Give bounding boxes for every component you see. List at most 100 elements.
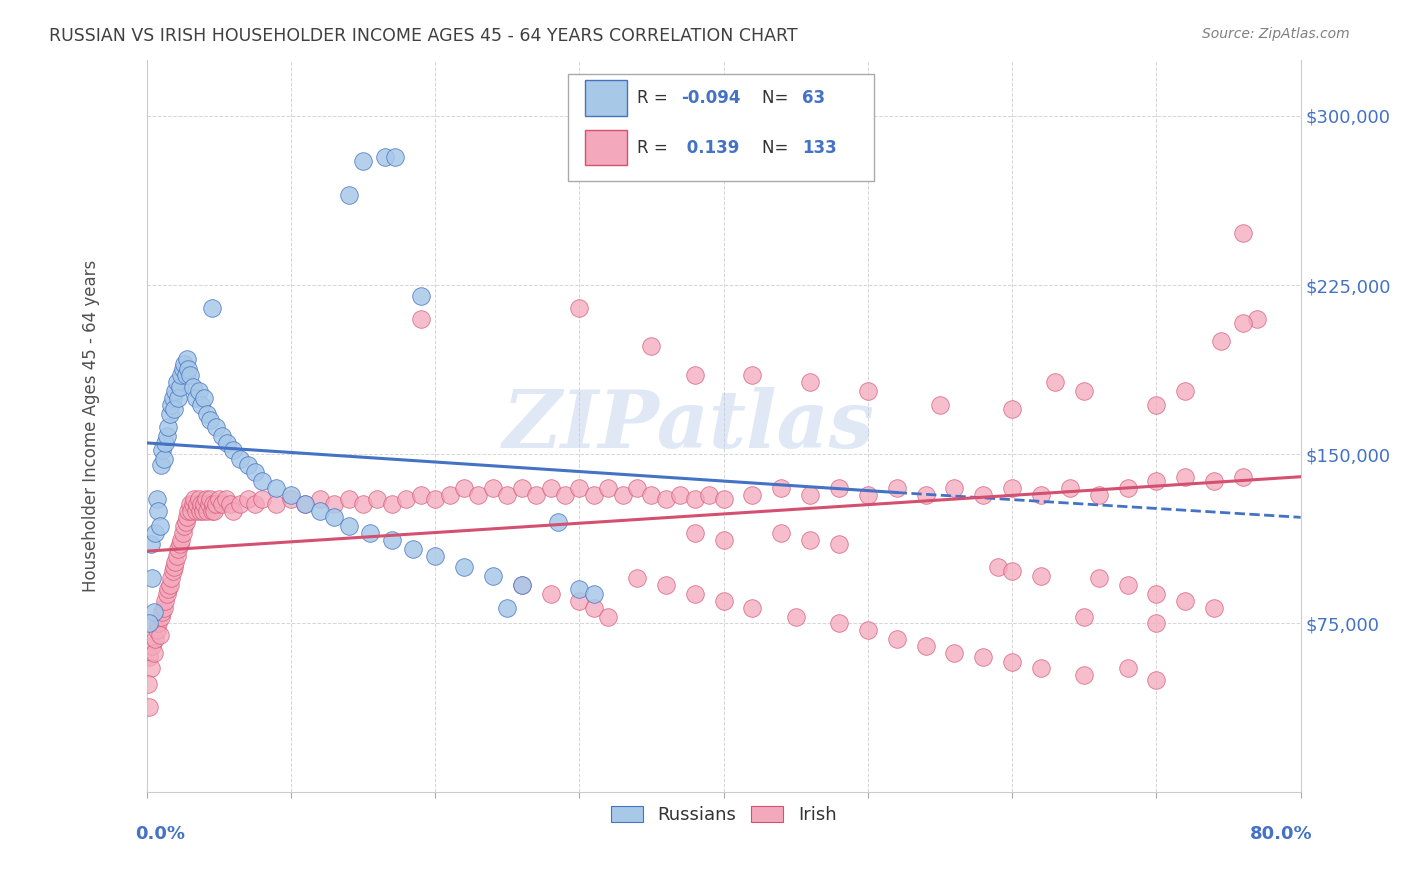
- Point: [1001, 565, 1024, 579]
- Point: [568, 582, 591, 597]
- Point: [1232, 317, 1254, 331]
- FancyBboxPatch shape: [585, 129, 627, 166]
- Point: [713, 533, 735, 547]
- Point: [145, 623, 167, 637]
- Point: [215, 492, 238, 507]
- Point: [1232, 226, 1254, 240]
- Point: [153, 451, 176, 466]
- Point: [187, 384, 209, 398]
- Point: [138, 650, 160, 665]
- Point: [510, 481, 533, 495]
- Point: [138, 616, 160, 631]
- Point: [243, 465, 266, 479]
- Point: [200, 503, 222, 517]
- Point: [568, 481, 591, 495]
- Point: [170, 533, 193, 547]
- Point: [482, 481, 505, 495]
- Point: [177, 361, 200, 376]
- Point: [266, 481, 288, 495]
- Point: [198, 492, 221, 507]
- Point: [770, 481, 793, 495]
- Point: [176, 352, 198, 367]
- Point: [236, 458, 259, 473]
- Point: [173, 357, 195, 371]
- Point: [655, 578, 678, 592]
- Point: [229, 497, 252, 511]
- Point: [323, 510, 346, 524]
- Point: [540, 481, 562, 495]
- Point: [229, 451, 252, 466]
- Point: [181, 379, 204, 393]
- FancyBboxPatch shape: [585, 80, 627, 116]
- Point: [1045, 375, 1067, 389]
- Point: [423, 492, 446, 507]
- Point: [152, 605, 174, 619]
- Text: RUSSIAN VS IRISH HOUSEHOLDER INCOME AGES 45 - 64 YEARS CORRELATION CHART: RUSSIAN VS IRISH HOUSEHOLDER INCOME AGES…: [49, 27, 797, 45]
- Point: [1232, 469, 1254, 483]
- Point: [856, 384, 879, 398]
- Point: [1087, 488, 1109, 502]
- Point: [183, 492, 205, 507]
- Point: [1116, 578, 1139, 592]
- Point: [152, 442, 174, 457]
- Point: [626, 481, 648, 495]
- Point: [211, 497, 233, 511]
- Text: -0.094: -0.094: [681, 89, 741, 107]
- Point: [1174, 469, 1197, 483]
- Point: [157, 582, 180, 597]
- Point: [172, 361, 194, 376]
- Point: [929, 398, 952, 412]
- Point: [409, 289, 432, 303]
- Point: [683, 492, 706, 507]
- Point: [972, 650, 994, 665]
- Point: [173, 519, 195, 533]
- Point: [188, 503, 211, 517]
- Point: [141, 639, 163, 653]
- Point: [280, 492, 302, 507]
- Point: [524, 488, 547, 502]
- Point: [1204, 600, 1226, 615]
- Point: [243, 497, 266, 511]
- Point: [582, 587, 605, 601]
- Point: [395, 492, 418, 507]
- Text: 133: 133: [801, 138, 837, 156]
- Text: 0.139: 0.139: [681, 138, 740, 156]
- Text: 63: 63: [801, 89, 825, 107]
- Point: [308, 492, 330, 507]
- Point: [582, 488, 605, 502]
- Point: [683, 368, 706, 383]
- Point: [799, 375, 821, 389]
- Point: [142, 605, 165, 619]
- Point: [510, 578, 533, 592]
- Point: [423, 549, 446, 563]
- Point: [384, 150, 406, 164]
- Point: [554, 488, 576, 502]
- Point: [914, 488, 936, 502]
- Point: [1073, 609, 1095, 624]
- Point: [1073, 384, 1095, 398]
- Point: [177, 503, 200, 517]
- Point: [172, 526, 194, 541]
- Point: [198, 413, 221, 427]
- Point: [149, 627, 172, 641]
- Point: [180, 503, 202, 517]
- Point: [139, 537, 162, 551]
- Point: [136, 677, 159, 691]
- Point: [598, 609, 620, 624]
- Point: [190, 398, 212, 412]
- Point: [197, 497, 219, 511]
- Point: [250, 492, 273, 507]
- Point: [409, 488, 432, 502]
- Point: [337, 492, 360, 507]
- Point: [799, 488, 821, 502]
- Point: [159, 407, 181, 421]
- Point: [205, 420, 228, 434]
- Point: [496, 488, 519, 502]
- Point: [193, 497, 215, 511]
- Point: [626, 571, 648, 585]
- Point: [208, 492, 231, 507]
- Point: [914, 639, 936, 653]
- Point: [163, 560, 186, 574]
- Point: [160, 398, 183, 412]
- Point: [402, 541, 425, 556]
